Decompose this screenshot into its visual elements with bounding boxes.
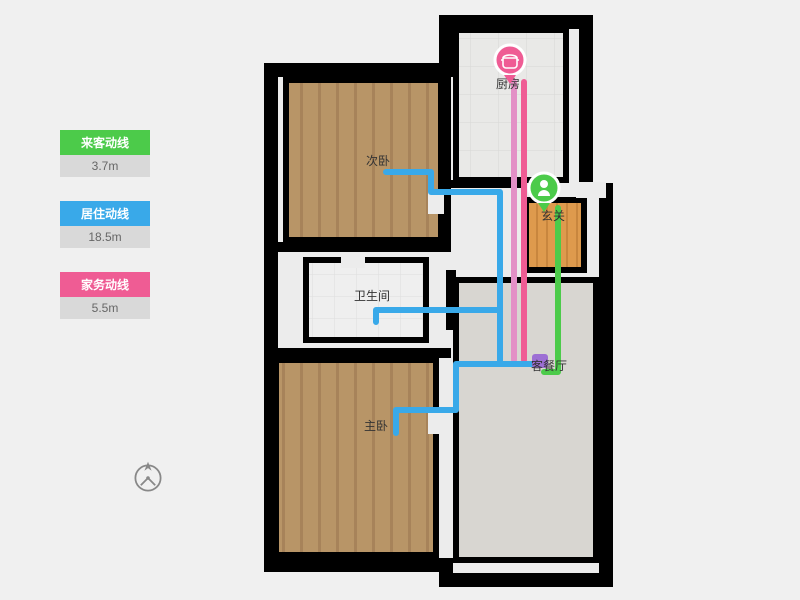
room-bed2 <box>286 80 441 240</box>
room-label-bed1: 主卧 <box>364 419 388 433</box>
legend-item-guest: 来客动线 3.7m <box>60 130 150 177</box>
legend-value: 3.7m <box>60 155 150 177</box>
room-bed1 <box>276 360 436 555</box>
legend: 来客动线 3.7m 居住动线 18.5m 家务动线 5.5m <box>60 130 150 343</box>
legend-item-live: 居住动线 18.5m <box>60 201 150 248</box>
legend-value: 18.5m <box>60 226 150 248</box>
legend-label: 居住动线 <box>60 201 150 226</box>
legend-item-chore: 家务动线 5.5m <box>60 272 150 319</box>
legend-label: 来客动线 <box>60 130 150 155</box>
room-label-bath: 卫生间 <box>354 289 390 303</box>
legend-value: 5.5m <box>60 297 150 319</box>
legend-label: 家务动线 <box>60 272 150 297</box>
compass-icon <box>130 460 166 496</box>
room-label-bed2: 次卧 <box>366 154 390 168</box>
room-label-living: 客餐厅 <box>531 358 567 373</box>
floorplan: 厨房次卧卫生间玄关客餐厅主卧 <box>246 10 614 590</box>
